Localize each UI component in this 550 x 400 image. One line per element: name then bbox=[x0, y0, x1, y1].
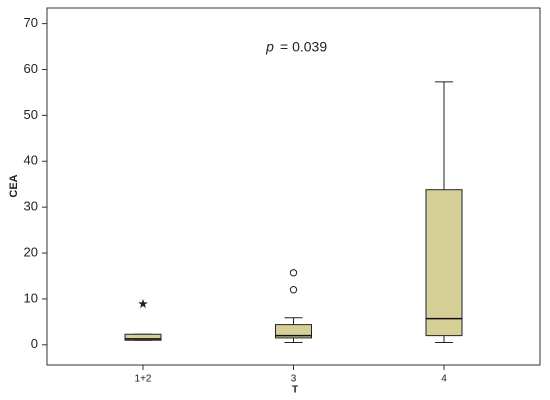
y-tick-label: 60 bbox=[24, 61, 38, 76]
plot-frame bbox=[46, 7, 541, 366]
y-tick-label: 0 bbox=[31, 336, 38, 351]
box bbox=[275, 324, 312, 339]
y-tick-label: 30 bbox=[24, 199, 38, 214]
y-tick-label: 70 bbox=[24, 15, 38, 30]
annotation-symbol: p bbox=[265, 39, 274, 55]
x-tick-label: 3 bbox=[291, 374, 297, 385]
y-tick-label: 20 bbox=[24, 244, 38, 259]
y-tick-label: 10 bbox=[24, 290, 38, 305]
outlier bbox=[138, 299, 148, 308]
y-axis-label: CEA bbox=[8, 174, 20, 197]
box bbox=[425, 189, 463, 337]
y-tick-label: 50 bbox=[24, 107, 38, 122]
annotation-text: = 0.039 bbox=[280, 39, 327, 55]
outlier bbox=[289, 269, 298, 277]
outlier bbox=[289, 286, 298, 294]
x-tick-label: 1+2 bbox=[135, 374, 152, 385]
x-tick-label: 4 bbox=[441, 374, 447, 385]
x-axis-label: T bbox=[292, 385, 298, 396]
y-tick-label: 40 bbox=[24, 153, 38, 168]
box bbox=[124, 333, 162, 341]
